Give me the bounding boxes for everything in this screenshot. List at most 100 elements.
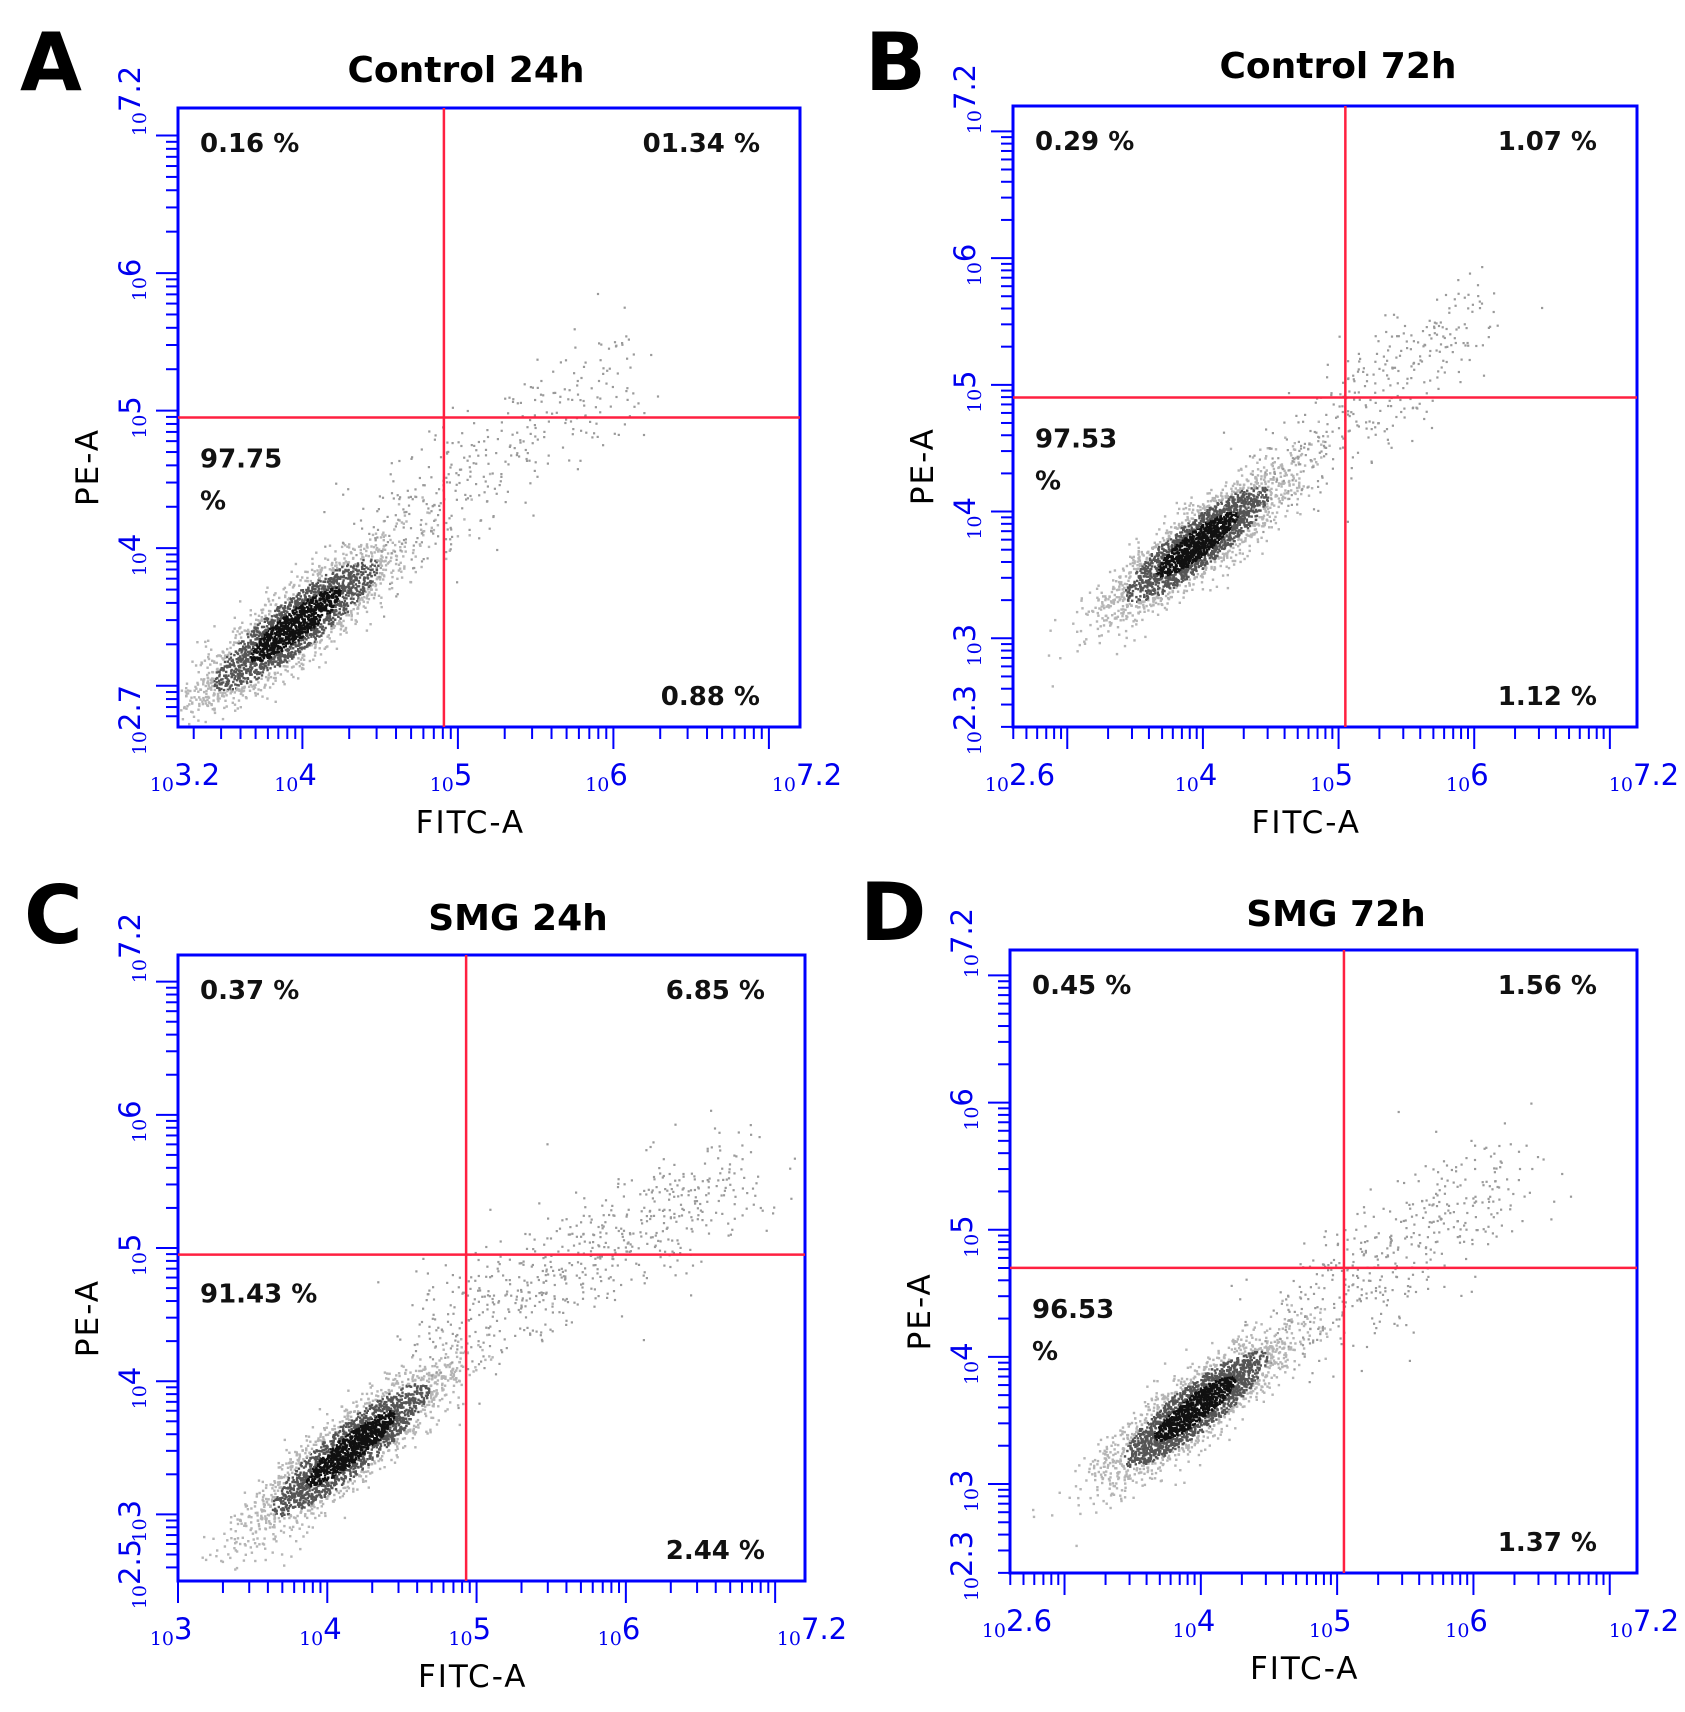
event-dot xyxy=(207,653,210,656)
event-dot xyxy=(363,589,366,593)
event-dot xyxy=(291,642,294,645)
event-dot xyxy=(1233,536,1236,539)
event-dot xyxy=(220,678,223,681)
event-dot xyxy=(202,696,205,700)
event-dot xyxy=(196,641,199,644)
event-dot xyxy=(1156,613,1160,616)
event-dot xyxy=(539,393,543,396)
event-dot xyxy=(1275,477,1278,480)
event-dot xyxy=(252,642,255,645)
event-dot xyxy=(1115,580,1118,583)
event-dot xyxy=(1219,513,1223,516)
event-dot xyxy=(1219,532,1223,535)
event-dot xyxy=(297,642,301,645)
event-dot xyxy=(1229,447,1233,451)
event-dot xyxy=(1121,584,1124,587)
event-dot xyxy=(1284,515,1287,518)
event-dot xyxy=(284,625,288,628)
event-dot xyxy=(212,660,216,663)
event-dot xyxy=(1172,569,1175,572)
event-dot xyxy=(300,648,303,651)
event-dot xyxy=(193,689,196,692)
event-dot xyxy=(390,581,394,584)
event-dot xyxy=(203,690,206,694)
event-dot xyxy=(1202,531,1206,535)
event-dot xyxy=(389,473,392,476)
event-dot xyxy=(338,568,341,571)
event-dot xyxy=(576,384,579,387)
event-dot xyxy=(375,548,378,551)
event-dot xyxy=(304,628,307,631)
event-dot xyxy=(1263,476,1267,479)
event-dot xyxy=(381,496,385,499)
event-dot xyxy=(312,658,315,661)
event-dot xyxy=(1250,482,1253,486)
event-dot xyxy=(1210,520,1213,523)
event-dot xyxy=(240,648,243,651)
event-dot xyxy=(293,623,296,626)
event-dot xyxy=(1108,595,1111,598)
event-dot xyxy=(1142,603,1145,607)
event-dot xyxy=(1320,456,1323,459)
event-dot xyxy=(1227,520,1230,524)
event-dot xyxy=(180,689,184,692)
event-dot xyxy=(202,680,205,684)
x-axis-label: FITC-A xyxy=(416,805,525,841)
event-dot xyxy=(1191,554,1194,557)
event-dot xyxy=(256,623,259,626)
event-dot xyxy=(1174,563,1178,566)
event-dot xyxy=(1220,560,1223,563)
event-dot xyxy=(253,686,257,689)
event-dot xyxy=(328,544,332,547)
event-dot xyxy=(185,694,188,698)
event-dot xyxy=(236,683,239,687)
event-dot xyxy=(483,491,486,494)
event-dot xyxy=(1300,452,1304,456)
event-dot xyxy=(221,678,224,681)
tick-base: 10 xyxy=(129,277,151,301)
event-dot xyxy=(1229,526,1233,529)
event-dot xyxy=(238,627,241,630)
event-dot xyxy=(1170,525,1173,529)
event-dot xyxy=(1205,505,1209,509)
event-dot xyxy=(516,402,519,405)
event-dot xyxy=(446,528,449,531)
event-dot xyxy=(191,711,194,714)
event-dot xyxy=(392,480,395,483)
event-dot xyxy=(608,367,611,370)
event-dot xyxy=(269,603,272,606)
event-dot xyxy=(323,589,326,592)
event-dot xyxy=(299,595,302,598)
event-dot xyxy=(273,645,277,648)
event-dot xyxy=(398,567,402,570)
event-dot xyxy=(422,484,425,487)
event-dot xyxy=(1128,596,1131,599)
event-dot xyxy=(257,676,260,680)
event-dot xyxy=(349,597,353,600)
event-dot xyxy=(343,599,347,603)
event-dot xyxy=(584,361,587,364)
event-dot xyxy=(300,667,304,671)
event-dot xyxy=(333,600,337,603)
event-dot xyxy=(341,541,345,544)
event-dot xyxy=(352,608,355,611)
event-dot xyxy=(352,547,355,551)
event-dot xyxy=(334,595,337,598)
event-dot xyxy=(189,699,192,702)
event-dot xyxy=(1180,524,1184,527)
event-dot xyxy=(384,564,388,567)
event-dot xyxy=(369,565,372,568)
event-dot xyxy=(314,638,317,641)
event-dot xyxy=(313,635,316,638)
event-dot xyxy=(1288,483,1291,486)
event-dot xyxy=(241,694,245,697)
event-dot xyxy=(516,431,519,434)
event-dot xyxy=(410,558,413,561)
event-dot xyxy=(292,655,295,659)
event-dot xyxy=(1226,552,1229,555)
event-dot xyxy=(281,625,285,628)
event-dot xyxy=(1124,608,1127,612)
event-dot xyxy=(332,571,335,574)
event-dot xyxy=(221,693,224,697)
event-dot xyxy=(340,613,343,616)
